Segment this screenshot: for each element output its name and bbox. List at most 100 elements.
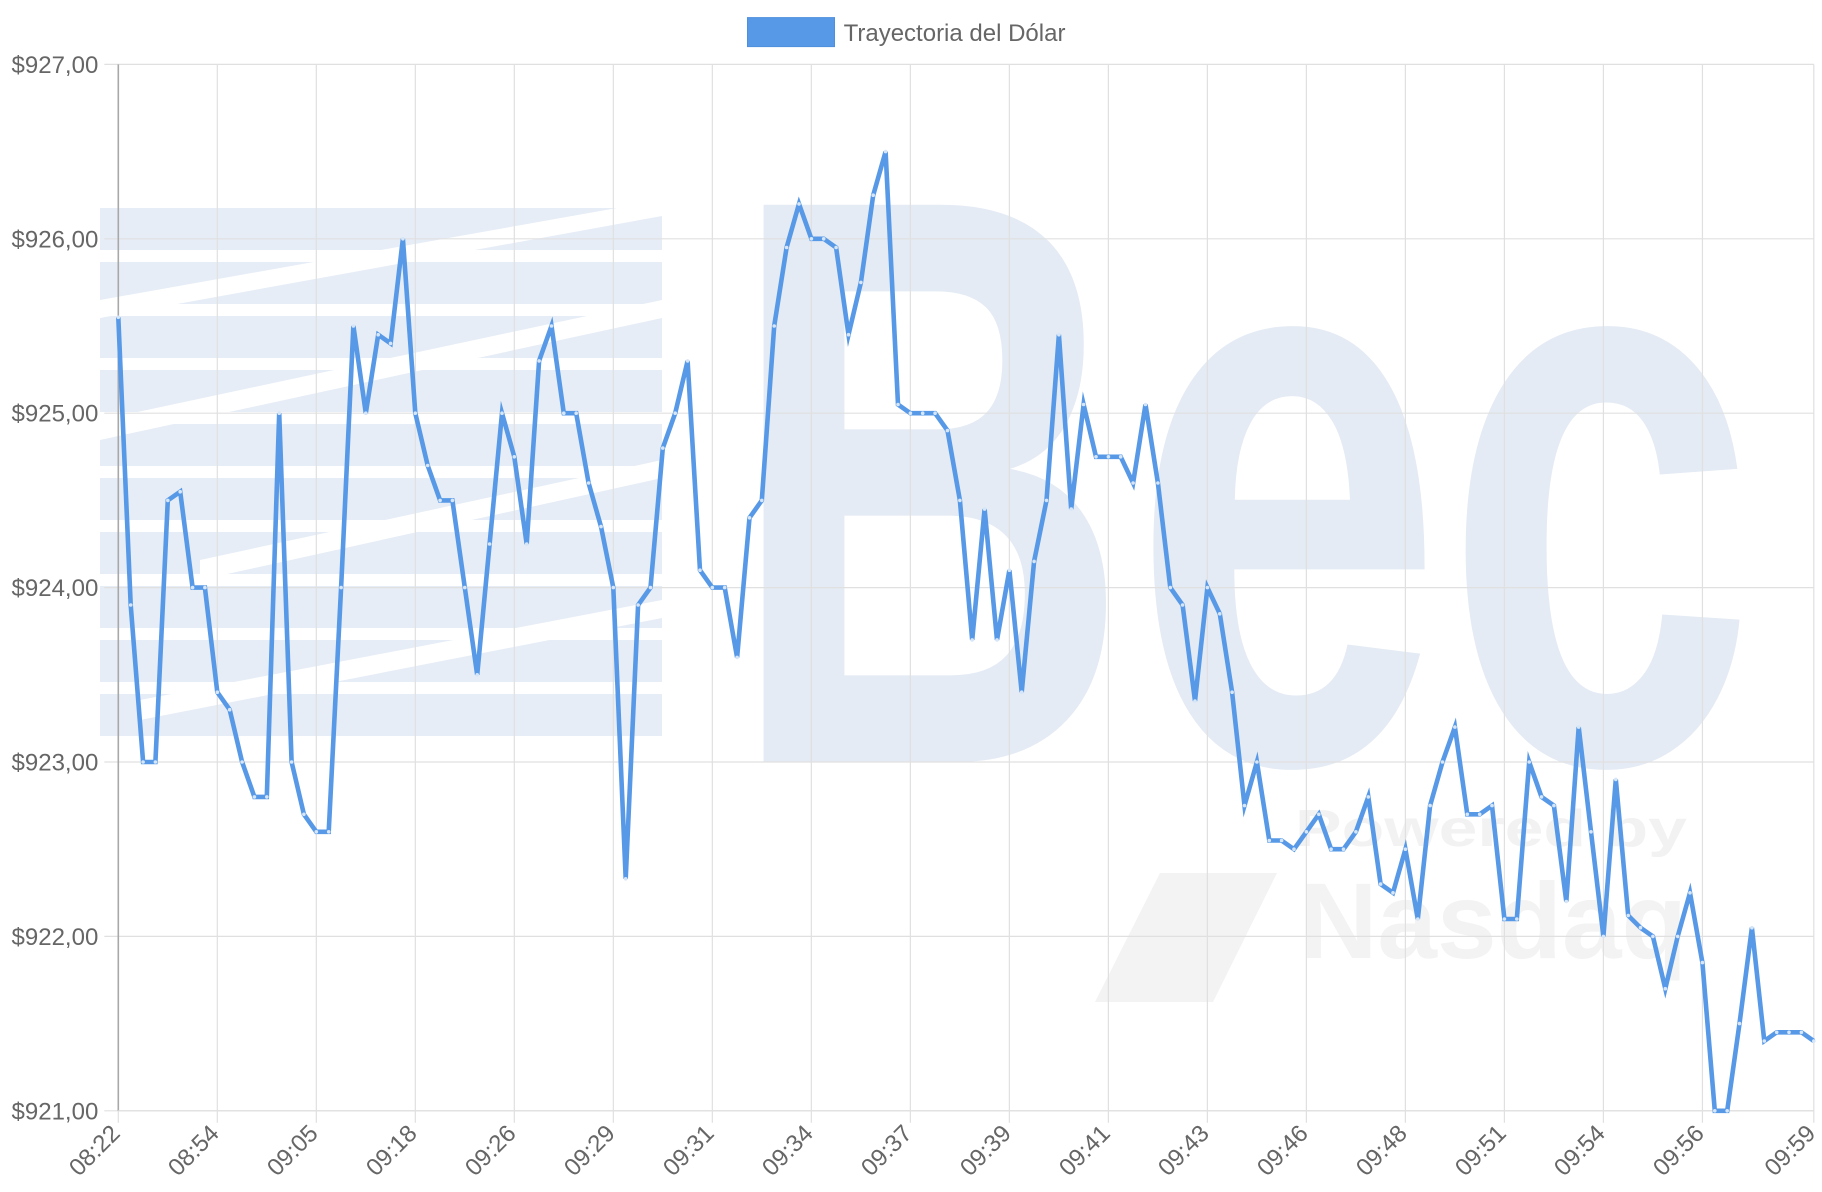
data-point[interactable] — [339, 585, 343, 590]
data-point[interactable] — [1601, 934, 1606, 939]
data-point[interactable] — [747, 516, 752, 520]
data-point[interactable] — [1366, 795, 1371, 799]
data-point[interactable] — [1180, 603, 1185, 607]
data-point[interactable] — [1193, 699, 1197, 703]
data-point[interactable] — [722, 585, 727, 590]
data-point[interactable] — [178, 489, 182, 494]
data-point[interactable] — [376, 332, 381, 337]
data-point[interactable] — [240, 760, 244, 764]
data-point[interactable] — [1255, 760, 1259, 764]
data-point[interactable] — [1651, 934, 1655, 939]
data-point[interactable] — [1267, 838, 1272, 843]
data-point[interactable] — [784, 245, 789, 250]
data-point[interactable] — [846, 332, 851, 337]
legend[interactable]: Trayectoria del Dólar — [747, 17, 1066, 48]
data-point[interactable] — [1774, 1030, 1779, 1035]
data-point[interactable] — [1799, 1030, 1804, 1035]
data-point[interactable] — [1230, 690, 1234, 694]
data-point[interactable] — [735, 655, 739, 660]
data-point[interactable] — [1576, 725, 1581, 729]
data-point[interactable] — [1737, 1021, 1742, 1026]
data-point[interactable] — [1304, 830, 1309, 834]
data-point[interactable] — [537, 359, 541, 363]
data-point[interactable] — [289, 760, 294, 764]
data-point[interactable] — [772, 324, 776, 328]
data-point[interactable] — [1688, 891, 1692, 895]
data-point[interactable] — [1713, 1109, 1717, 1113]
data-point[interactable] — [413, 411, 418, 416]
data-point[interactable] — [1675, 934, 1680, 939]
data-point[interactable] — [883, 149, 888, 154]
data-point[interactable] — [1490, 803, 1494, 808]
data-point[interactable] — [933, 411, 937, 416]
data-point[interactable] — [1663, 986, 1668, 991]
data-point[interactable] — [809, 237, 814, 241]
data-point[interactable] — [920, 411, 925, 416]
data-point[interactable] — [1156, 481, 1160, 485]
data-point[interactable] — [1552, 803, 1556, 808]
data-point[interactable] — [141, 760, 145, 764]
data-point[interactable] — [314, 830, 319, 834]
data-point[interactable] — [1539, 795, 1544, 799]
data-point[interactable] — [190, 585, 195, 590]
data-point[interactable] — [760, 498, 764, 503]
data-point[interactable] — [1218, 612, 1222, 616]
data-point[interactable] — [1341, 847, 1346, 851]
data-point[interactable] — [524, 542, 529, 546]
data-point[interactable] — [1465, 812, 1470, 817]
data-point[interactable] — [252, 795, 257, 799]
data-point[interactable] — [1700, 960, 1705, 965]
legend-swatch[interactable] — [747, 17, 835, 48]
data-point[interactable] — [648, 585, 653, 590]
data-point[interactable] — [463, 585, 467, 590]
data-point[interactable] — [1057, 332, 1061, 337]
data-point[interactable] — [450, 498, 455, 503]
data-point[interactable] — [661, 446, 665, 450]
data-point[interactable] — [1453, 725, 1457, 729]
data-point[interactable] — [1477, 812, 1482, 817]
data-point[interactable] — [475, 673, 480, 677]
data-point[interactable] — [1428, 803, 1432, 808]
data-point[interactable] — [599, 524, 603, 529]
data-point[interactable] — [128, 603, 133, 607]
data-point[interactable] — [1378, 882, 1383, 886]
data-point[interactable] — [1081, 402, 1086, 407]
data-point[interactable] — [1118, 455, 1123, 459]
data-point[interactable] — [1391, 891, 1395, 895]
data-point[interactable] — [908, 411, 913, 416]
data-point[interactable] — [995, 638, 999, 642]
data-point[interactable] — [1403, 847, 1408, 851]
data-point[interactable] — [227, 707, 232, 712]
data-point[interactable] — [549, 324, 554, 328]
data-point[interactable] — [388, 341, 393, 346]
data-point[interactable] — [574, 411, 578, 416]
data-point[interactable] — [834, 245, 838, 250]
data-point[interactable] — [302, 812, 306, 817]
data-point[interactable] — [364, 411, 368, 416]
data-point[interactable] — [871, 193, 875, 197]
data-point[interactable] — [1143, 402, 1148, 407]
data-point[interactable] — [265, 795, 269, 799]
data-point[interactable] — [1131, 481, 1135, 485]
data-point[interactable] — [487, 542, 492, 546]
data-point[interactable] — [1168, 585, 1173, 590]
data-point[interactable] — [215, 690, 220, 694]
data-point[interactable] — [970, 638, 974, 642]
data-point[interactable] — [277, 411, 282, 416]
data-point[interactable] — [1106, 455, 1111, 459]
data-point[interactable] — [1279, 838, 1284, 843]
data-point[interactable] — [166, 498, 170, 503]
data-point[interactable] — [1440, 760, 1445, 764]
data-point[interactable] — [512, 455, 517, 459]
data-point[interactable] — [1527, 760, 1531, 764]
data-point[interactable] — [1812, 1039, 1816, 1043]
data-point[interactable] — [1502, 917, 1507, 921]
data-point[interactable] — [1032, 559, 1036, 564]
data-point[interactable] — [1515, 917, 1519, 921]
data-point[interactable] — [203, 585, 207, 590]
data-point[interactable] — [797, 202, 801, 206]
data-point[interactable] — [438, 498, 442, 503]
data-point[interactable] — [685, 359, 690, 363]
data-point[interactable] — [982, 507, 987, 511]
data-point[interactable] — [153, 760, 158, 764]
